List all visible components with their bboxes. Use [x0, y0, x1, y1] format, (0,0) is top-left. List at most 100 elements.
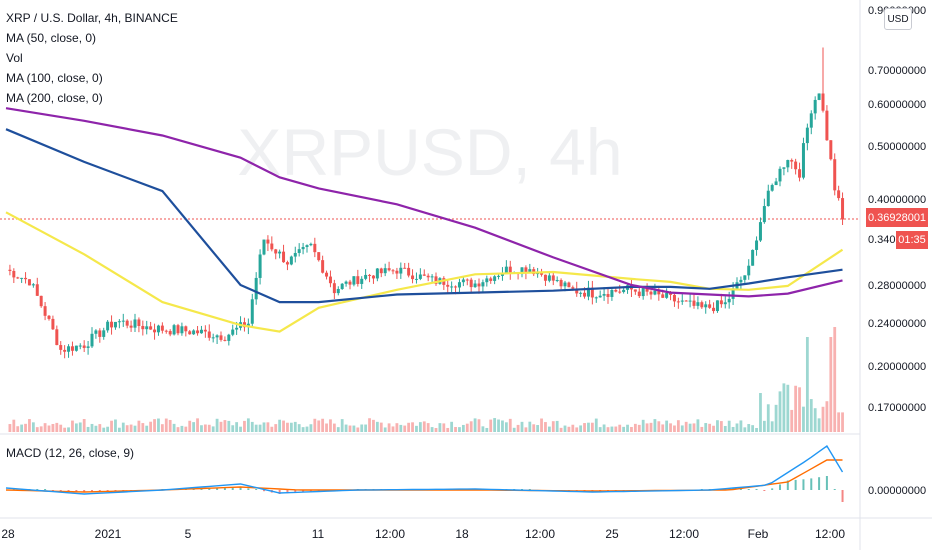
candle [743, 275, 747, 280]
volume-bar [755, 427, 758, 432]
volume-bar [614, 426, 618, 432]
volume-bar [813, 408, 817, 432]
volume-bar [708, 423, 712, 432]
volume-bar [329, 419, 332, 432]
candle [680, 300, 684, 302]
candle [547, 275, 551, 281]
candle [645, 287, 649, 292]
ma-line-100 [5, 128, 843, 304]
volume-bar [67, 427, 70, 432]
volume-bar [610, 426, 614, 432]
candle [434, 276, 438, 284]
legend-ma50[interactable]: MA (50, close, 0) [6, 31, 97, 45]
candle [55, 329, 59, 346]
candle [809, 113, 813, 128]
candle [817, 93, 821, 100]
candle [43, 306, 47, 316]
volume-bar [282, 420, 285, 432]
volume-bar [841, 412, 844, 432]
volume-bar [379, 422, 383, 432]
candle [117, 321, 121, 323]
volume-bar [325, 423, 328, 432]
volume-bar [31, 422, 35, 432]
candle [473, 283, 477, 288]
candle [688, 300, 692, 302]
macd-signal-line [5, 459, 843, 493]
candle [262, 239, 266, 255]
candle [606, 294, 610, 297]
candle [211, 337, 215, 339]
volume-bar [778, 391, 782, 432]
candle [829, 140, 833, 160]
time-tick-label: 12:00 [525, 527, 555, 541]
volume-bar [16, 426, 20, 432]
candle [739, 279, 743, 283]
volume-bar [774, 404, 778, 432]
macd-hist-bar [747, 489, 750, 490]
price-axis[interactable]: 0.900000000.700000000.600000000.50000000… [868, 5, 926, 497]
legend-symbol[interactable]: XRP / U.S. Dollar, 4h, BINANCE [6, 11, 178, 25]
candle [833, 159, 837, 191]
candle [528, 269, 532, 273]
candle [86, 346, 90, 348]
volume-bar [258, 424, 262, 432]
volume-bar [700, 426, 704, 432]
volume-bar [305, 426, 309, 432]
candle [387, 268, 391, 271]
candle [31, 284, 35, 286]
candle [59, 345, 63, 350]
candle [590, 287, 594, 298]
volume-bar [293, 421, 297, 432]
macd-hist-bar [67, 490, 70, 492]
legend-vol[interactable]: Vol [6, 51, 23, 65]
volume-bar [501, 420, 504, 432]
candle [418, 274, 422, 279]
currency-badge[interactable]: USD [884, 8, 912, 30]
volume-bar [594, 418, 598, 432]
volume-bar [465, 423, 469, 432]
macd-legend[interactable]: MACD (12, 26, close, 9) [6, 446, 135, 460]
volume-bar [583, 423, 586, 432]
legend-ma200[interactable]: MA (200, close, 0) [6, 91, 103, 105]
volume-bar [563, 425, 567, 432]
legend-ma100[interactable]: MA (100, close, 0) [6, 71, 103, 85]
volume-bar [364, 424, 368, 432]
volume-bar [368, 418, 371, 432]
volume-bar [536, 425, 540, 432]
candle [469, 279, 473, 288]
time-tick-label: 5 [185, 527, 192, 541]
volume-bar [477, 419, 481, 432]
volume-bar [567, 426, 571, 432]
candle [90, 333, 94, 347]
volume-bar [332, 423, 336, 432]
volume-bar [246, 418, 250, 432]
candle [633, 289, 637, 292]
candle [305, 245, 309, 248]
macd-tick-label: 0.00000000 [868, 485, 926, 497]
volume-bar [387, 423, 391, 432]
volume-bar [301, 427, 305, 432]
candle [250, 299, 254, 324]
candle [340, 283, 344, 289]
candle [579, 292, 583, 294]
volume-bar [149, 421, 153, 432]
volume-bar [200, 425, 203, 432]
candle [559, 279, 563, 287]
candle [614, 290, 618, 292]
candle [500, 273, 504, 276]
candle [82, 345, 86, 348]
volume-bar [215, 418, 219, 432]
macd-hist-bar [802, 479, 805, 490]
candle [481, 282, 485, 287]
candle [770, 185, 774, 191]
volume-bar [270, 426, 274, 432]
volume-bar [790, 409, 794, 432]
time-axis[interactable]: 28 2021 5 11 12:00 18 12:00 25 12:00 Feb 12:00 [1, 527, 845, 541]
volume-bar [735, 423, 739, 432]
candle [758, 222, 762, 241]
volume-bar [716, 420, 719, 432]
candle [156, 325, 160, 333]
candle [747, 265, 751, 276]
macd-hist-bar [763, 490, 766, 491]
